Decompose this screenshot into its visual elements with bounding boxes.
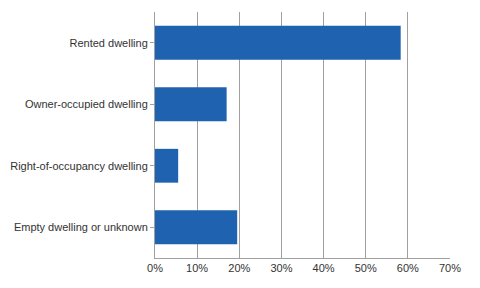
svg-text:20%: 20% <box>228 262 250 274</box>
svg-text:30%: 30% <box>270 262 292 274</box>
svg-text:Owner-occupied dwelling: Owner-occupied dwelling <box>25 98 148 110</box>
svg-text:40%: 40% <box>313 262 335 274</box>
svg-text:Rented dwelling: Rented dwelling <box>70 37 148 49</box>
svg-text:0%: 0% <box>147 262 163 274</box>
svg-text:10%: 10% <box>186 262 208 274</box>
svg-text:Empty dwelling or unknown: Empty dwelling or unknown <box>14 221 148 233</box>
svg-text:70%: 70% <box>439 262 461 274</box>
svg-text:50%: 50% <box>355 262 377 274</box>
svg-text:Right-of-occupancy dwelling: Right-of-occupancy dwelling <box>10 160 148 172</box>
svg-text:60%: 60% <box>397 262 419 274</box>
